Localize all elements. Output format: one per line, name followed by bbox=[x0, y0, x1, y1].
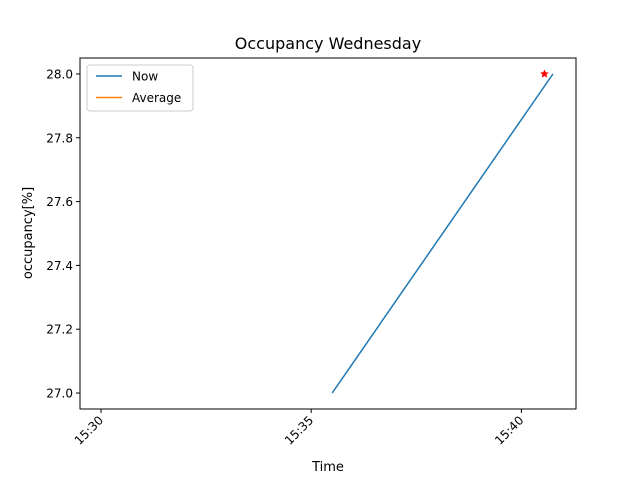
series-line-now bbox=[331, 73, 554, 394]
y-axis-label: occupancy[%] bbox=[21, 187, 36, 279]
plot-area bbox=[79, 57, 577, 410]
y-tick-label: 27.8 bbox=[46, 131, 73, 145]
y-tick-label: 27.0 bbox=[46, 387, 73, 401]
chart-title: Occupancy Wednesday bbox=[235, 34, 421, 53]
axis-ticks: 27.0 27.2 27.4 27.6 27.8 28.0 15:30 15:35 15:40 bbox=[46, 67, 526, 447]
y-tick-label: 27.2 bbox=[46, 323, 73, 337]
y-tick-label: 28.0 bbox=[46, 67, 73, 81]
x-tick-label: 15:30 bbox=[72, 413, 106, 447]
legend-label-average: Average bbox=[132, 91, 181, 105]
x-tick-label: 15:40 bbox=[492, 413, 526, 447]
legend: Now Average bbox=[86, 64, 194, 112]
axes-frame bbox=[79, 57, 577, 410]
x-axis-label: Time bbox=[311, 460, 344, 475]
y-tick-label: 27.6 bbox=[46, 195, 73, 209]
legend-label-now: Now bbox=[132, 70, 158, 84]
star-marker bbox=[540, 69, 549, 78]
x-tick-label: 15:35 bbox=[282, 413, 316, 447]
y-tick-label: 27.4 bbox=[46, 259, 73, 273]
